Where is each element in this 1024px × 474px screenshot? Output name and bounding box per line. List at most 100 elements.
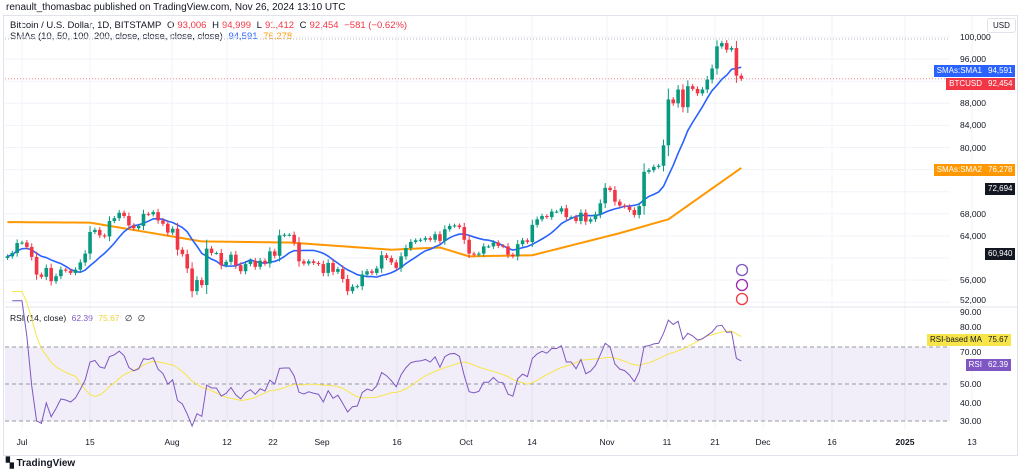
symbol-name[interactable]: Bitcoin / U.S. Dollar, 1D, BITSTAMP xyxy=(10,20,162,31)
candle xyxy=(68,270,73,273)
candle xyxy=(365,271,369,275)
candle xyxy=(472,253,476,255)
time-tick: 14 xyxy=(527,437,537,447)
candle xyxy=(59,269,63,277)
candle xyxy=(287,234,292,236)
candle xyxy=(175,228,180,250)
candle xyxy=(15,243,19,254)
time-tick: 16 xyxy=(392,437,402,447)
candle xyxy=(559,208,564,212)
candle xyxy=(277,235,282,256)
candle xyxy=(394,262,399,268)
candle xyxy=(418,239,423,241)
candle xyxy=(253,260,258,267)
candle xyxy=(525,240,530,242)
rsi-tick: 90.00 xyxy=(960,307,982,317)
candle xyxy=(700,89,705,94)
candle xyxy=(151,212,156,215)
rsi-tick: 70.00 xyxy=(960,347,982,357)
price-tick: 52,000 xyxy=(960,295,986,306)
candle xyxy=(345,278,350,292)
candle xyxy=(350,286,355,292)
rsi-legend: RSI (14, close) 62.39 75.67 ∅ ∅ xyxy=(10,313,148,324)
candle xyxy=(515,244,520,257)
candle xyxy=(20,242,24,244)
rsi-tick: 30.00 xyxy=(960,416,982,426)
rsi-line xyxy=(12,300,742,428)
candle xyxy=(83,253,87,263)
rsi-extra-1: ∅ xyxy=(124,313,133,323)
candle xyxy=(190,268,194,292)
candle xyxy=(666,99,671,146)
candle xyxy=(331,262,335,272)
candle xyxy=(652,166,656,171)
candle xyxy=(579,212,583,221)
candle xyxy=(73,269,78,273)
low-value: 91,412 xyxy=(264,20,295,31)
candle xyxy=(268,251,272,264)
open-value: 93,006 xyxy=(177,20,207,31)
candle xyxy=(413,240,418,242)
price-tick: 68,000 xyxy=(960,208,986,219)
sma2-line xyxy=(7,167,742,258)
time-tick: Oct xyxy=(459,437,473,447)
candle xyxy=(161,220,165,224)
candle xyxy=(25,242,29,247)
tradingview-logo[interactable]: ▚ TradingView xyxy=(6,458,75,469)
candle xyxy=(452,225,457,227)
candle xyxy=(622,205,627,207)
candle xyxy=(506,246,510,255)
btc-tag-name: BTCUSD xyxy=(946,78,985,90)
candle xyxy=(598,203,603,215)
candle xyxy=(224,261,228,266)
price-tick: 96,000 xyxy=(960,54,986,65)
price-tick: 64,000 xyxy=(960,230,986,241)
symbol-legend: Bitcoin / U.S. Dollar, 1D, BITSTAMP O 93,… xyxy=(10,20,410,31)
candle xyxy=(593,214,598,220)
time-tick: Aug xyxy=(164,437,180,447)
candle xyxy=(321,264,326,273)
candle xyxy=(467,239,471,254)
candle xyxy=(292,234,296,243)
candle xyxy=(603,187,607,204)
candle xyxy=(88,232,92,254)
candle xyxy=(661,145,666,166)
candle xyxy=(360,274,364,287)
time-tick: Jul xyxy=(16,437,28,447)
btc-tag-value: 92,454 xyxy=(985,78,1016,90)
chart-frame xyxy=(3,15,1018,456)
candle xyxy=(238,265,243,272)
candle xyxy=(200,280,204,286)
tv-logo-icon: ▚ xyxy=(6,458,17,469)
time-tick: 2025 xyxy=(895,437,915,447)
candle xyxy=(433,234,437,240)
lightning-icon xyxy=(735,278,749,292)
candle xyxy=(486,246,491,248)
candle xyxy=(627,206,632,210)
candle xyxy=(127,216,131,226)
price-tick: 100,000 xyxy=(960,32,991,42)
candle xyxy=(729,48,734,50)
low-label: L xyxy=(256,20,262,31)
candle xyxy=(734,48,739,76)
candle xyxy=(389,258,394,263)
currency-button[interactable]: USD xyxy=(987,18,1016,33)
candle xyxy=(117,212,121,219)
candle xyxy=(632,209,637,215)
candle xyxy=(146,213,151,215)
brand-name: TradingView xyxy=(16,458,76,469)
rsi-ma-tag-name: RSI-based MA xyxy=(926,334,985,346)
crosshair-price-2: 60,940 xyxy=(985,248,1016,260)
event-icon xyxy=(735,263,749,277)
candle xyxy=(282,234,287,236)
candle xyxy=(10,253,15,257)
candle xyxy=(316,262,321,265)
rsi-tag-name: RSI xyxy=(965,359,985,371)
candle xyxy=(63,269,68,271)
candle xyxy=(457,225,462,228)
rsi-label[interactable]: RSI (14, close) xyxy=(10,313,67,323)
rsi-tick: 80.00 xyxy=(960,322,982,332)
time-tick: 11 xyxy=(662,437,672,447)
close-value: 92,454 xyxy=(309,20,339,31)
